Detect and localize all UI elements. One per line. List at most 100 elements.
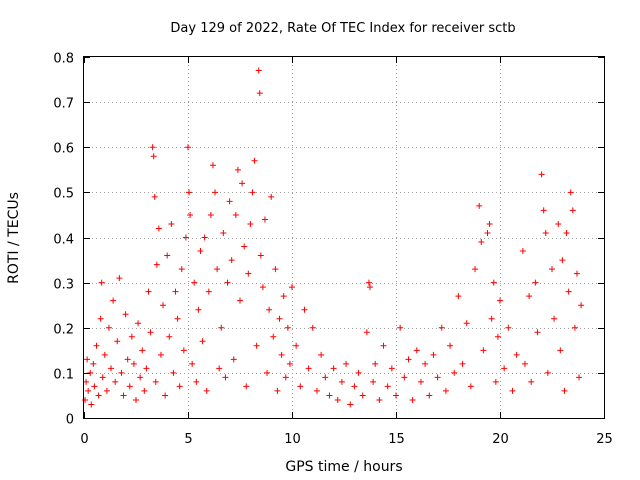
data-point xyxy=(87,369,94,376)
data-point xyxy=(224,279,231,286)
data-point xyxy=(513,351,520,358)
data-point xyxy=(266,306,273,313)
data-point xyxy=(280,293,287,300)
data-point xyxy=(459,360,466,367)
y-tick-label: 0.1 xyxy=(53,368,74,383)
data-point xyxy=(492,378,499,385)
data-point xyxy=(120,392,127,399)
data-point xyxy=(166,333,173,340)
data-point xyxy=(355,369,362,376)
data-point xyxy=(243,383,250,390)
data-point xyxy=(128,333,135,340)
data-point xyxy=(191,279,198,286)
data-point xyxy=(551,315,558,322)
data-point xyxy=(563,229,570,236)
data-point xyxy=(397,324,404,331)
data-point xyxy=(253,342,260,349)
data-point xyxy=(261,216,268,223)
data-point xyxy=(255,67,262,74)
data-point xyxy=(347,401,354,408)
data-point xyxy=(264,369,271,376)
data-point xyxy=(105,324,112,331)
data-point xyxy=(214,266,221,273)
data-point xyxy=(170,369,177,376)
grid-lines xyxy=(84,57,604,418)
data-point xyxy=(239,180,246,187)
data-point xyxy=(209,162,216,169)
data-point xyxy=(430,351,437,358)
y-axis-label: ROTI / TECUs xyxy=(6,192,22,284)
data-point xyxy=(147,329,154,336)
data-point xyxy=(195,306,202,313)
data-point xyxy=(259,284,266,291)
data-point xyxy=(565,288,572,295)
data-point xyxy=(338,378,345,385)
data-point xyxy=(153,261,160,268)
data-point xyxy=(268,193,275,200)
data-point xyxy=(133,396,139,403)
data-point xyxy=(484,229,491,236)
data-point xyxy=(305,365,312,372)
data-point xyxy=(228,257,235,264)
data-point xyxy=(222,374,229,381)
data-point xyxy=(463,320,470,327)
data-point xyxy=(422,360,429,367)
data-point xyxy=(542,229,549,236)
data-point xyxy=(241,243,248,250)
data-point xyxy=(110,297,117,304)
data-point xyxy=(365,279,372,286)
plot-frame xyxy=(83,56,605,419)
y-tick-label: 0.4 xyxy=(53,233,74,248)
data-point xyxy=(447,342,454,349)
data-point xyxy=(334,396,341,403)
data-point xyxy=(376,396,383,403)
data-point xyxy=(178,266,185,273)
data-point xyxy=(540,207,547,214)
y-tick-label: 0.3 xyxy=(53,278,74,293)
data-point xyxy=(393,392,399,399)
data-point xyxy=(494,333,501,340)
data-point xyxy=(82,396,89,403)
data-point xyxy=(274,387,281,394)
y-tick-label: 0.5 xyxy=(53,187,74,202)
data-point xyxy=(182,234,189,241)
data-point xyxy=(284,324,291,331)
data-point xyxy=(112,378,119,385)
data-points xyxy=(82,67,585,408)
data-point xyxy=(99,374,106,381)
data-point xyxy=(108,365,115,372)
data-point xyxy=(93,342,100,349)
x-tick-label: 15 xyxy=(388,432,405,447)
data-point xyxy=(103,387,110,394)
data-point xyxy=(509,387,516,394)
data-point xyxy=(85,387,92,394)
data-point xyxy=(270,333,277,340)
data-point xyxy=(84,356,91,363)
data-point xyxy=(230,356,237,363)
data-point xyxy=(455,293,462,300)
data-point xyxy=(116,275,123,282)
data-point xyxy=(101,351,108,358)
data-point xyxy=(480,347,487,354)
data-point xyxy=(83,378,90,385)
data-point xyxy=(478,239,485,246)
data-point xyxy=(232,211,239,218)
data-point xyxy=(578,302,585,309)
data-point xyxy=(176,383,183,390)
data-point xyxy=(151,193,158,200)
data-point xyxy=(573,270,580,277)
data-point xyxy=(313,387,320,394)
data-point xyxy=(326,392,333,399)
data-point xyxy=(380,342,387,349)
data-point xyxy=(519,248,526,255)
data-point xyxy=(160,302,167,309)
axis-ticks: 0 0.1 0.2 0.3 0.4 0.5 0.6 0.7 0.8 0 5 10 15 20 25 xyxy=(53,52,612,448)
data-point xyxy=(557,347,564,354)
data-point xyxy=(207,211,214,218)
data-point xyxy=(322,374,329,381)
data-point xyxy=(172,288,179,295)
data-point xyxy=(301,306,308,313)
data-point xyxy=(185,144,191,151)
data-point xyxy=(149,144,156,151)
y-tick-label: 0.8 xyxy=(53,52,74,67)
